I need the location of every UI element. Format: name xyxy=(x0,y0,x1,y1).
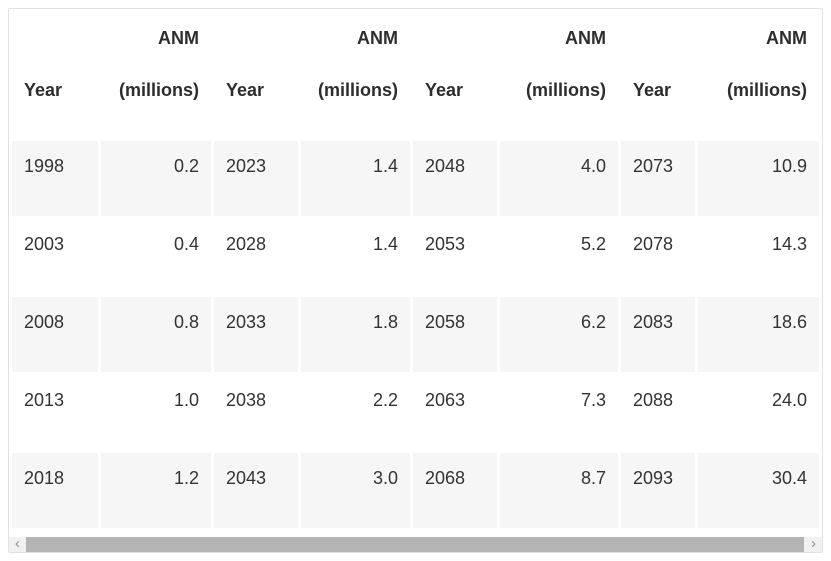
anm-cell: 30.4 xyxy=(698,453,819,528)
anm-cell: 0.4 xyxy=(101,219,211,294)
year-cell: 1998 xyxy=(12,141,98,216)
anm-cell: 5.2 xyxy=(500,219,618,294)
anm-cell: 0.2 xyxy=(101,141,211,216)
anm-cell: 1.8 xyxy=(301,297,410,372)
anm-cell: 24.0 xyxy=(698,375,819,450)
horizontal-scrollbar[interactable]: ‹ › xyxy=(9,535,822,552)
year-cell: 2038 xyxy=(214,375,298,450)
header-anm-1: ANM (millions) xyxy=(101,12,211,138)
year-cell: 2083 xyxy=(621,297,695,372)
table-row: 2018 1.2 2043 3.0 2068 8.7 2093 30.4 xyxy=(12,453,819,528)
year-cell: 2093 xyxy=(621,453,695,528)
anm-cell: 6.2 xyxy=(500,297,618,372)
header-anm-2: ANM (millions) xyxy=(301,12,410,138)
header-year-label: Year xyxy=(633,80,672,100)
anm-table: Year ANM (millions) Year ANM (millions) Ye… xyxy=(9,9,822,531)
table-row: 2013 1.0 2038 2.2 2063 7.3 2088 24.0 xyxy=(12,375,819,450)
table-row: 1998 0.2 2023 1.4 2048 4.0 2073 10.9 xyxy=(12,141,819,216)
year-cell: 2003 xyxy=(12,219,98,294)
table-scroll-area[interactable]: Year ANM (millions) Year ANM (millions) Ye… xyxy=(9,9,822,531)
header-anm-label-line1: ANM xyxy=(766,28,807,48)
anm-cell: 1.4 xyxy=(301,219,410,294)
year-cell: 2008 xyxy=(12,297,98,372)
anm-cell: 0.8 xyxy=(101,297,211,372)
year-cell: 2033 xyxy=(214,297,298,372)
year-cell: 2063 xyxy=(413,375,497,450)
scrollbar-thumb[interactable] xyxy=(26,537,804,552)
header-anm-label-line2: (millions) xyxy=(318,80,398,100)
header-year-4: Year xyxy=(621,12,695,138)
anm-cell: 7.3 xyxy=(500,375,618,450)
header-anm-label-line1: ANM xyxy=(357,28,398,48)
year-cell: 2048 xyxy=(413,141,497,216)
year-cell: 2073 xyxy=(621,141,695,216)
header-anm-3: ANM (millions) xyxy=(500,12,618,138)
year-cell: 2023 xyxy=(214,141,298,216)
scrollbar-track[interactable] xyxy=(26,537,805,552)
header-anm-label-line2: (millions) xyxy=(727,80,807,100)
chevron-right-icon: › xyxy=(811,535,816,552)
year-cell: 2058 xyxy=(413,297,497,372)
anm-cell: 1.2 xyxy=(101,453,211,528)
scroll-left-button[interactable]: ‹ xyxy=(9,535,26,552)
anm-cell: 2.2 xyxy=(301,375,410,450)
year-cell: 2078 xyxy=(621,219,695,294)
year-cell: 2013 xyxy=(12,375,98,450)
anm-table-widget: Year ANM (millions) Year ANM (millions) Ye… xyxy=(8,8,823,553)
header-anm-label-line2: (millions) xyxy=(119,80,199,100)
anm-cell: 4.0 xyxy=(500,141,618,216)
chevron-left-icon: ‹ xyxy=(15,535,20,552)
header-anm-label-line1: ANM xyxy=(565,28,606,48)
anm-cell: 10.9 xyxy=(698,141,819,216)
header-year-1: Year xyxy=(12,12,98,138)
header-year-2: Year xyxy=(214,12,298,138)
header-anm-4: ANM (millions) xyxy=(698,12,819,138)
header-year-label: Year xyxy=(425,80,464,100)
header-year-label: Year xyxy=(226,80,265,100)
year-cell: 2088 xyxy=(621,375,695,450)
anm-cell: 1.0 xyxy=(101,375,211,450)
header-row: Year ANM (millions) Year ANM (millions) Ye… xyxy=(12,12,819,138)
header-year-label: Year xyxy=(24,80,63,100)
anm-cell: 3.0 xyxy=(301,453,410,528)
year-cell: 2043 xyxy=(214,453,298,528)
table-body: 1998 0.2 2023 1.4 2048 4.0 2073 10.9 2003 0.4 2028… xyxy=(12,141,819,528)
year-cell: 2018 xyxy=(12,453,98,528)
anm-cell: 18.6 xyxy=(698,297,819,372)
year-cell: 2068 xyxy=(413,453,497,528)
year-cell: 2053 xyxy=(413,219,497,294)
header-year-3: Year xyxy=(413,12,497,138)
anm-cell: 8.7 xyxy=(500,453,618,528)
year-cell: 2028 xyxy=(214,219,298,294)
anm-cell: 14.3 xyxy=(698,219,819,294)
header-anm-label-line2: (millions) xyxy=(526,80,606,100)
anm-cell: 1.4 xyxy=(301,141,410,216)
header-anm-label-line1: ANM xyxy=(158,28,199,48)
scroll-right-button[interactable]: › xyxy=(805,535,822,552)
table-row: 2003 0.4 2028 1.4 2053 5.2 2078 14.3 xyxy=(12,219,819,294)
table-row: 2008 0.8 2033 1.8 2058 6.2 2083 18.6 xyxy=(12,297,819,372)
